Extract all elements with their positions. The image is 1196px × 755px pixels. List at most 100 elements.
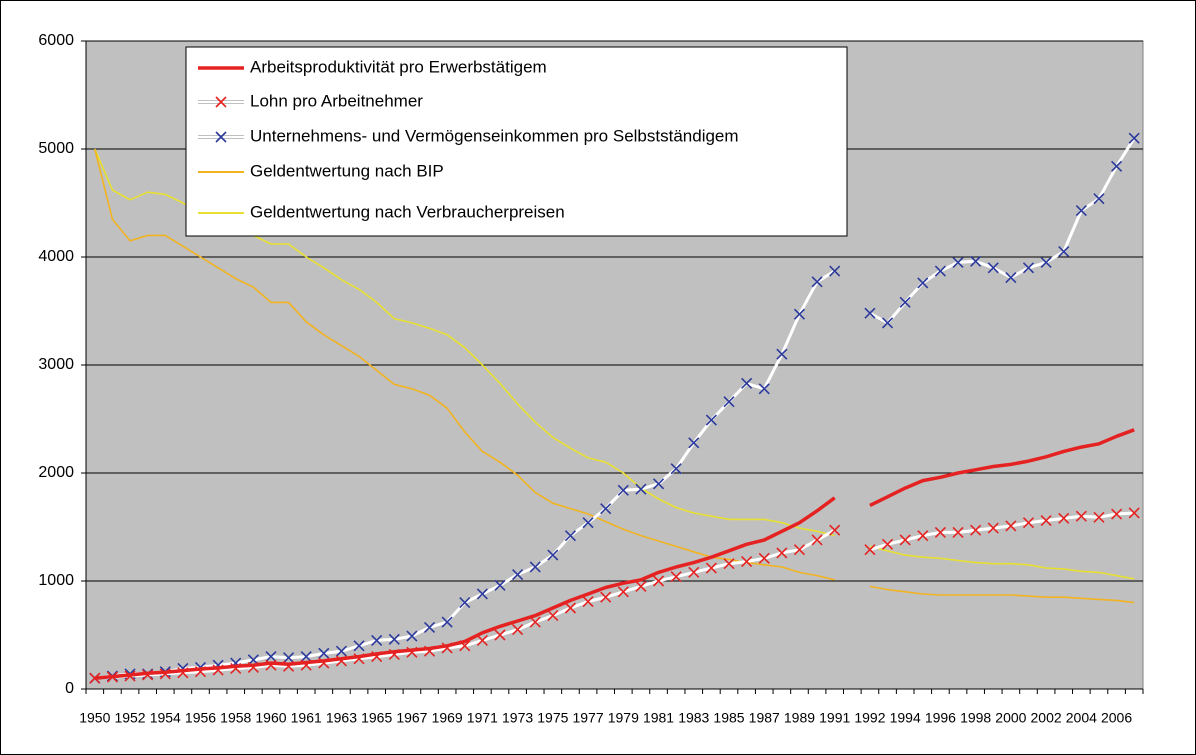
legend: Arbeitsproduktivität pro Erwerbstätigem L… xyxy=(185,46,848,237)
marker xyxy=(987,522,999,534)
x-tick-label: 1961 xyxy=(291,710,322,726)
marker xyxy=(758,383,770,395)
marker xyxy=(459,597,471,609)
marker xyxy=(617,586,629,598)
marker xyxy=(811,534,823,546)
y-tick-label: 5000 xyxy=(38,140,74,157)
marker xyxy=(723,558,735,570)
marker xyxy=(300,651,312,663)
marker xyxy=(793,544,806,556)
series-line xyxy=(94,428,1135,680)
legend-label: Unternehmens- und Vermögenseinkommen pro… xyxy=(250,126,739,145)
x-tick-label: 1985 xyxy=(713,710,744,726)
marker xyxy=(1040,256,1052,268)
x-tick-label: 2004 xyxy=(1066,710,1097,726)
y-tick-label: 1000 xyxy=(38,572,74,589)
marker xyxy=(529,561,541,573)
marker xyxy=(864,544,876,556)
marker xyxy=(353,640,365,652)
x-tick-label: 1987 xyxy=(749,710,780,726)
marker xyxy=(494,579,506,591)
legend-label: Lohn pro Arbeitnehmer xyxy=(250,91,423,110)
x-tick-label: 1969 xyxy=(432,710,463,726)
x-tick-label: 1996 xyxy=(925,710,956,726)
marker xyxy=(670,571,682,583)
series-layer xyxy=(89,132,1140,684)
x-tick-label: 1998 xyxy=(960,710,991,726)
x-tick-label: 1965 xyxy=(361,710,392,726)
x-tick-label: 1979 xyxy=(608,710,639,726)
x-tick-label: 1977 xyxy=(572,710,603,726)
marker xyxy=(1058,246,1070,258)
marker xyxy=(215,131,227,143)
series xyxy=(94,428,1135,680)
marker xyxy=(952,526,964,538)
marker xyxy=(793,308,806,320)
marker xyxy=(1111,508,1123,520)
marker xyxy=(987,262,999,274)
marker xyxy=(476,588,488,600)
marker xyxy=(635,483,647,495)
marker xyxy=(600,503,612,515)
x-tick-label: 1967 xyxy=(396,710,427,726)
marker xyxy=(899,534,911,546)
y-tick-label: 3000 xyxy=(38,356,74,373)
marker xyxy=(741,555,753,568)
marker xyxy=(670,463,682,475)
x-tick-label: 1960 xyxy=(255,710,286,726)
marker xyxy=(1058,512,1070,524)
legend-label: Arbeitsproduktivität pro Erwerbstätigem xyxy=(250,57,547,76)
x-tick-label: 2002 xyxy=(1031,710,1062,726)
marker xyxy=(512,624,524,636)
legend-label: Geldentwertung nach Verbraucherpreisen xyxy=(250,202,565,221)
x-tick-label: 1971 xyxy=(467,710,498,726)
marker xyxy=(215,96,227,108)
x-tick-label: 2006 xyxy=(1101,710,1132,726)
marker xyxy=(1075,510,1087,522)
marker xyxy=(705,562,717,574)
marker xyxy=(1111,160,1123,172)
marker xyxy=(829,524,841,536)
marker xyxy=(283,652,295,664)
marker xyxy=(829,265,841,277)
marker xyxy=(476,634,488,646)
marker xyxy=(1075,204,1087,217)
marker xyxy=(1022,517,1035,529)
marker xyxy=(758,552,770,564)
x-tick-label: 1994 xyxy=(890,710,921,726)
y-tick-label: 2000 xyxy=(38,464,74,481)
marker xyxy=(934,526,946,538)
marker xyxy=(494,629,506,641)
marker xyxy=(423,621,436,634)
x-tick-label: 1952 xyxy=(114,710,145,726)
x-tick-label: 1975 xyxy=(537,710,568,726)
marker xyxy=(688,437,700,449)
marker xyxy=(1128,132,1140,144)
y-tick-label: 6000 xyxy=(38,32,74,49)
marker xyxy=(776,547,788,559)
marker xyxy=(934,265,946,277)
marker xyxy=(723,396,735,408)
marker xyxy=(388,633,400,645)
y-tick-label: 0 xyxy=(65,680,74,697)
marker xyxy=(371,634,383,646)
marker xyxy=(1022,262,1035,274)
marker xyxy=(652,575,665,587)
marker xyxy=(441,616,453,628)
marker xyxy=(547,549,559,561)
x-tick-label: 1958 xyxy=(220,710,251,726)
marker xyxy=(529,616,541,628)
marker xyxy=(582,517,594,529)
marker xyxy=(1128,507,1140,519)
x-tick-label: 1950 xyxy=(79,710,110,726)
marker xyxy=(265,651,277,663)
x-tick-label: 1963 xyxy=(326,710,357,726)
legend-box xyxy=(185,46,848,237)
x-tick-label: 1992 xyxy=(854,710,885,726)
x-tick-label: 1956 xyxy=(185,710,216,726)
marker xyxy=(899,296,911,308)
marker xyxy=(652,478,665,490)
marker xyxy=(406,630,418,642)
marker xyxy=(917,530,929,542)
